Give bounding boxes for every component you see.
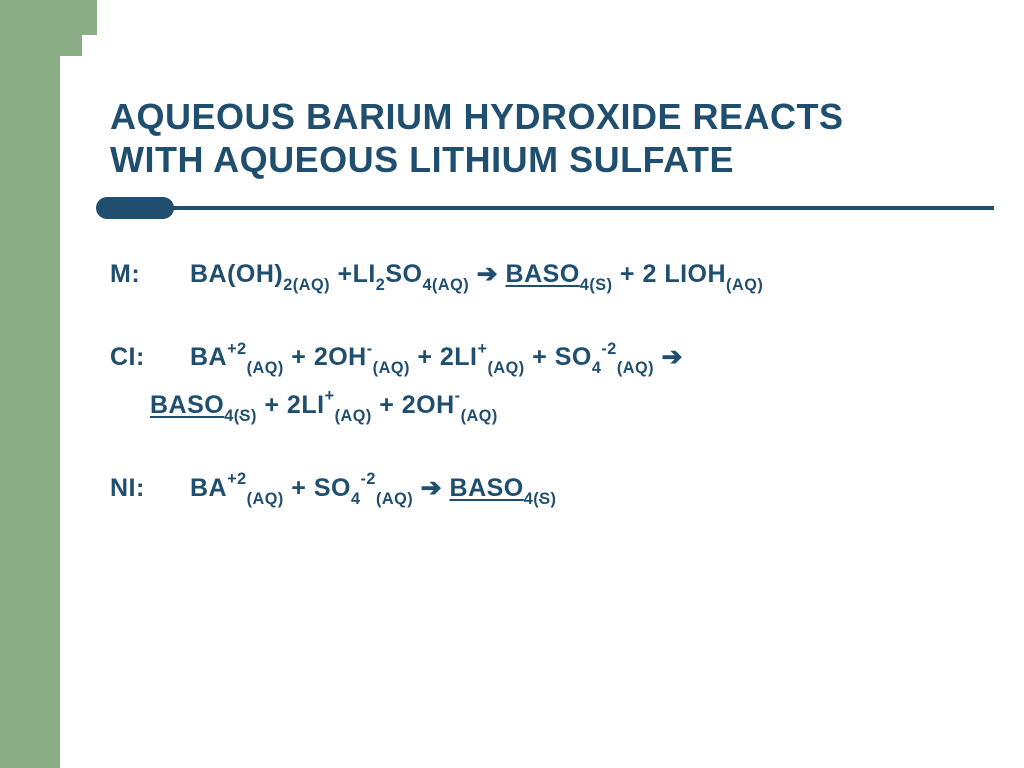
- title-line-1: Aqueous barium hydroxide reacts: [110, 95, 994, 138]
- ni-p1: + SO: [284, 474, 351, 502]
- m-plus1: +: [330, 260, 353, 288]
- m-so-sub: 4(aq): [422, 276, 469, 294]
- ni-ba-sup: +2: [227, 470, 247, 488]
- ci-p1: + 2OH: [284, 343, 367, 371]
- sidebar-accent-1: [60, 0, 82, 56]
- complete-ionic-equation: CI:Ba+2(aq) + 2OH-(aq) + 2Li+(aq) + SO4-…: [110, 334, 994, 381]
- ci-baso: BaSO4(s): [150, 391, 257, 419]
- ci-rli-sup: +: [325, 387, 335, 405]
- ci-oh-sup: -: [367, 340, 373, 358]
- m-lioh-sub: (aq): [726, 276, 763, 294]
- ni-baso: BaSO4(s): [450, 474, 557, 502]
- m-li: Li: [353, 260, 376, 288]
- slide-title: Aqueous barium hydroxide reacts with aqu…: [110, 95, 994, 181]
- ci-so-sup: -2: [601, 340, 616, 358]
- ci-label: CI:: [110, 334, 190, 380]
- ci-ba: Ba: [190, 343, 227, 371]
- ci-p2: + 2Li: [410, 343, 478, 371]
- ci-rli-sub: (aq): [335, 407, 372, 425]
- ci-rp2: + 2OH: [372, 391, 455, 419]
- ni-label: NI:: [110, 465, 190, 511]
- ci-li-sup: +: [478, 340, 488, 358]
- m-li-sub1: 2: [376, 276, 386, 294]
- m-baoh-sub: 2(aq): [283, 276, 330, 294]
- m-arrow: ➔: [469, 260, 505, 288]
- sidebar-decoration: [0, 0, 60, 768]
- ci-oh-sub: (aq): [373, 359, 410, 377]
- ci-p3: + SO: [525, 343, 592, 371]
- complete-ionic-equation-line2: BaSO4(s) + 2Li+(aq) + 2OH-(aq): [110, 382, 994, 429]
- ci-arrow: ➔: [654, 343, 683, 371]
- m-baso: BaSO4(s): [506, 260, 613, 288]
- ni-so-sub1: 4: [351, 490, 361, 508]
- ni-so-sup: -2: [361, 470, 376, 488]
- ni-arrow: ➔: [413, 474, 449, 502]
- molecular-label: M:: [110, 251, 190, 297]
- ni-ba: Ba: [190, 474, 227, 502]
- ci-rp1: + 2Li: [257, 391, 325, 419]
- ci-roh-sub: (aq): [461, 407, 498, 425]
- gap-2: [110, 429, 994, 465]
- ci-ba-sub: (aq): [247, 359, 284, 377]
- underline-line: [170, 206, 994, 210]
- gap-1: [110, 298, 994, 334]
- slide-content: Aqueous barium hydroxide reacts with aqu…: [110, 95, 994, 512]
- ni-so-sub2: (aq): [376, 490, 413, 508]
- ci-ba-sup: +2: [227, 340, 247, 358]
- m-baoh: Ba(OH): [190, 260, 283, 288]
- ci-so-sub2: (aq): [617, 359, 654, 377]
- molecular-equation: M:Ba(OH)2(aq) +Li2SO4(aq) ➔ BaSO4(s) + 2…: [110, 251, 994, 298]
- title-underline: [110, 197, 994, 219]
- ci-roh-sup: -: [455, 387, 461, 405]
- ni-ba-sub: (aq): [247, 490, 284, 508]
- ci-so-sub1: 4: [592, 359, 602, 377]
- underline-pill: [96, 197, 174, 219]
- ci-li-sub: (aq): [488, 359, 525, 377]
- title-line-2: with aqueous lithium sulfate: [110, 138, 994, 181]
- net-ionic-equation: NI:Ba+2(aq) + SO4-2(aq) ➔ BaSO4(s): [110, 465, 994, 512]
- sidebar-accent-2: [82, 0, 97, 35]
- m-plus2: + 2 LiOH: [612, 260, 726, 288]
- equations-block: M:Ba(OH)2(aq) +Li2SO4(aq) ➔ BaSO4(s) + 2…: [110, 251, 994, 511]
- m-so: SO: [385, 260, 422, 288]
